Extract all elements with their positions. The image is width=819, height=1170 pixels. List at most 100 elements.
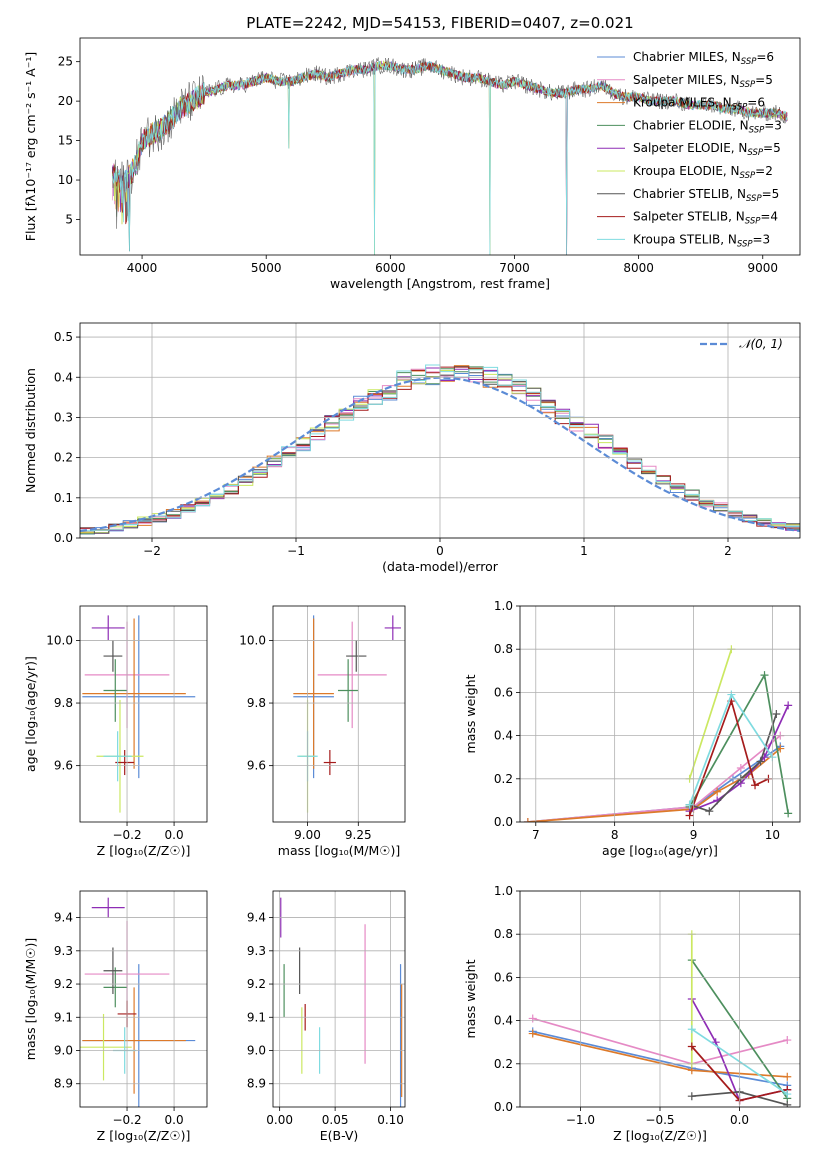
age_vs_Z-xlabel: Z [log₁₀(Z/Z☉)] bbox=[97, 843, 191, 858]
spectrum-series-8 bbox=[111, 60, 788, 255]
residual_histogram-xtick-label: −2 bbox=[143, 544, 161, 558]
weight_vs_age-ylabel: mass weight bbox=[463, 674, 478, 753]
weight_vs_Z-marker-7-0 bbox=[687, 1042, 696, 1051]
mass_vs_ebv-ytick-label: 9.1 bbox=[247, 1010, 266, 1024]
age_vs_mass-xtick-label: 9.25 bbox=[345, 828, 372, 842]
spectrum-legend-label-sub: SSP bbox=[737, 239, 753, 249]
mass_vs_Z-ytick-label: 9.1 bbox=[54, 1010, 73, 1024]
spectrum-legend-label-text: Salpeter MILES, N bbox=[633, 73, 740, 87]
spectrum-legend-label-sub: SSP bbox=[740, 80, 756, 90]
weight_vs_Z-marker-2-2 bbox=[783, 1072, 792, 1081]
spectrum-ytick-label: 15 bbox=[58, 134, 73, 148]
age_vs_mass-xlabel: mass [log₁₀(M/M☉)] bbox=[278, 843, 400, 858]
weight_vs_Z-ylabel: mass weight bbox=[463, 959, 478, 1038]
weight_vs_Z-marker-2-0 bbox=[528, 1029, 537, 1038]
weight_vs_Z-marker-6-0 bbox=[687, 1092, 696, 1101]
spectrum-legend-label-text: Kroupa ELODIE, N bbox=[633, 164, 740, 178]
weight_vs_Z-marker-8-1 bbox=[783, 1090, 792, 1099]
spectrum-xtick-label: 4000 bbox=[127, 261, 158, 275]
residual_histogram-xtick-label: 1 bbox=[580, 544, 588, 558]
spectrum-legend-label-sub: SSP bbox=[746, 194, 762, 204]
spectrum-ytick-label: 5 bbox=[65, 212, 73, 226]
spectrum-legend-label-text: Kroupa MILES, N bbox=[633, 96, 732, 110]
weight_vs_age-ytick-label: 0.2 bbox=[494, 772, 513, 786]
mass_vs_Z-ytick-label: 8.9 bbox=[54, 1077, 73, 1091]
spectrum-legend-label-3: Chabrier ELODIE, NSSP=3 bbox=[633, 118, 782, 135]
age_vs_mass-xtick-label: 9.00 bbox=[294, 828, 321, 842]
weight_vs_age-series-7 bbox=[688, 698, 769, 816]
residual_histogram-xtick-label: −1 bbox=[287, 544, 305, 558]
mass_vs_Z-xtick-label: −0.2 bbox=[112, 1113, 141, 1127]
weight_vs_Z-xlabel: Z [log₁₀(Z/Z☉)] bbox=[613, 1128, 707, 1143]
residual_histogram-ytick-label: 0.5 bbox=[54, 330, 73, 344]
weight_vs_age-ytick-label: 0.0 bbox=[494, 815, 513, 829]
spectrum-legend-label-suffix: =2 bbox=[755, 164, 773, 178]
weight_vs_age-ytick-label: 1.0 bbox=[494, 599, 513, 613]
mass_vs_ebv-frame bbox=[272, 890, 406, 1108]
spectrum-legend-label-suffix: =5 bbox=[755, 73, 773, 87]
age_vs_mass-frame bbox=[272, 605, 406, 823]
spectrum-frame bbox=[79, 37, 801, 256]
spectrum-legend-label-2: Kroupa MILES, NSSP=6 bbox=[633, 96, 765, 113]
weight_vs_age-plot bbox=[523, 645, 793, 822]
spectrum-series-6 bbox=[112, 57, 788, 252]
weight_vs_age-xtick-label: 9 bbox=[690, 828, 698, 842]
spectrum-ytick-label: 20 bbox=[58, 94, 73, 108]
age_vs_mass-ytick-label: 10.0 bbox=[239, 633, 266, 647]
spectrum-legend-label-5: Kroupa ELODIE, NSSP=2 bbox=[633, 164, 773, 181]
residual_histogram-ylabel: Normed distribution bbox=[23, 368, 38, 493]
spectrum-legend-label-sub: SSP bbox=[747, 148, 763, 158]
mass_vs_ebv-ytick-label: 9.3 bbox=[247, 944, 266, 958]
weight_vs_Z-ytick-label: 1.0 bbox=[494, 884, 513, 898]
weight_vs_age-marker-6-1 bbox=[705, 807, 714, 816]
mass_vs_ebv-xtick-label: 0.05 bbox=[322, 1113, 349, 1127]
mass_vs_Z-ytick-label: 9.2 bbox=[54, 977, 73, 991]
mass_vs_Z-ytick-label: 9.0 bbox=[54, 1044, 73, 1058]
mass_vs_ebv-ytick-label: 8.9 bbox=[247, 1077, 266, 1091]
weight_vs_Z-ytick-label: 0.4 bbox=[494, 1014, 513, 1028]
residual_histogram-ytick-label: 0.4 bbox=[54, 370, 73, 384]
spectrum-legend-label-suffix: =4 bbox=[760, 210, 778, 224]
spectrum-legend-label-4: Salpeter ELODIE, NSSP=5 bbox=[633, 141, 781, 158]
spectrum-legend-label-suffix: =6 bbox=[756, 50, 774, 64]
mass_vs_Z-xlabel: Z [log₁₀(Z/Z☉)] bbox=[97, 1128, 191, 1143]
spectrum-legend-label-sub: SSP bbox=[732, 103, 748, 113]
residual_histogram-xtick-label: 2 bbox=[724, 544, 732, 558]
weight_vs_age-marker-3-1 bbox=[760, 671, 769, 680]
mass_vs_ebv-xtick-label: 0.10 bbox=[377, 1113, 404, 1127]
spectrum-legend-label-text: Salpeter STELIB, N bbox=[633, 210, 745, 224]
residual_histogram-xlabel: (data-model)/error bbox=[382, 559, 499, 574]
spectrum-legend-label-sub: SSP bbox=[749, 125, 765, 135]
weight_vs_age-marker-1-2 bbox=[736, 764, 745, 772]
spectrum-legend-label-sub: SSP bbox=[740, 171, 756, 181]
age_vs_Z-ylabel: age [log₁₀(age/yr)] bbox=[23, 656, 38, 772]
weight_vs_Z-xtick-label: −0.5 bbox=[645, 1113, 674, 1127]
spectrum-legend-label-text: Chabrier MILES, N bbox=[633, 50, 741, 64]
weight_vs_age-marker-2-2 bbox=[713, 787, 722, 796]
spectrum-xlabel: wavelength [Angstrom, rest frame] bbox=[330, 276, 550, 291]
mass_vs_ebv-ytick-label: 9.2 bbox=[247, 977, 266, 991]
mass_vs_Z-ylabel: mass [log₁₀(M/M☉)] bbox=[23, 938, 38, 1060]
weight_vs_Z-marker-8-0 bbox=[687, 1025, 696, 1034]
weight_vs_age-xtick-label: 8 bbox=[611, 828, 619, 842]
spectrum-legend-label-text: Kroupa STELIB, N bbox=[633, 232, 737, 246]
mass_vs_ebv-ytick-label: 9.4 bbox=[247, 911, 266, 925]
weight_vs_age-series-5 bbox=[688, 648, 733, 780]
spectrum-legend-label-text: Chabrier ELODIE, N bbox=[633, 118, 749, 132]
spectrum-legend-label-suffix: =3 bbox=[764, 118, 782, 132]
age_vs_Z-xtick-label: −0.2 bbox=[112, 828, 141, 842]
age_vs_Z-ytick-label: 9.6 bbox=[54, 759, 73, 773]
histogram-legend-label: 𝒩(0, 1) bbox=[739, 337, 783, 351]
weight_vs_Z-frame bbox=[519, 890, 801, 1108]
mass_vs_Z-xtick-label: 0.0 bbox=[165, 1113, 184, 1127]
spectrum-ytick-label: 10 bbox=[58, 173, 73, 187]
spectrum-legend-label-1: Salpeter MILES, NSSP=5 bbox=[633, 73, 773, 90]
spectrum-ytick-label: 25 bbox=[58, 55, 73, 69]
spectrum-legend-label-6: Chabrier STELIB, NSSP=5 bbox=[633, 187, 779, 204]
spectrum-legend-label-sub: SSP bbox=[741, 57, 757, 67]
residual_histogram-frame bbox=[79, 322, 801, 539]
weight_vs_age-ytick-label: 0.6 bbox=[494, 685, 513, 699]
spectrum-legend-label-0: Chabrier MILES, NSSP=6 bbox=[633, 50, 774, 67]
age_vs_Z-frame bbox=[79, 605, 208, 823]
weight_vs_age-marker-4-4 bbox=[784, 701, 793, 710]
